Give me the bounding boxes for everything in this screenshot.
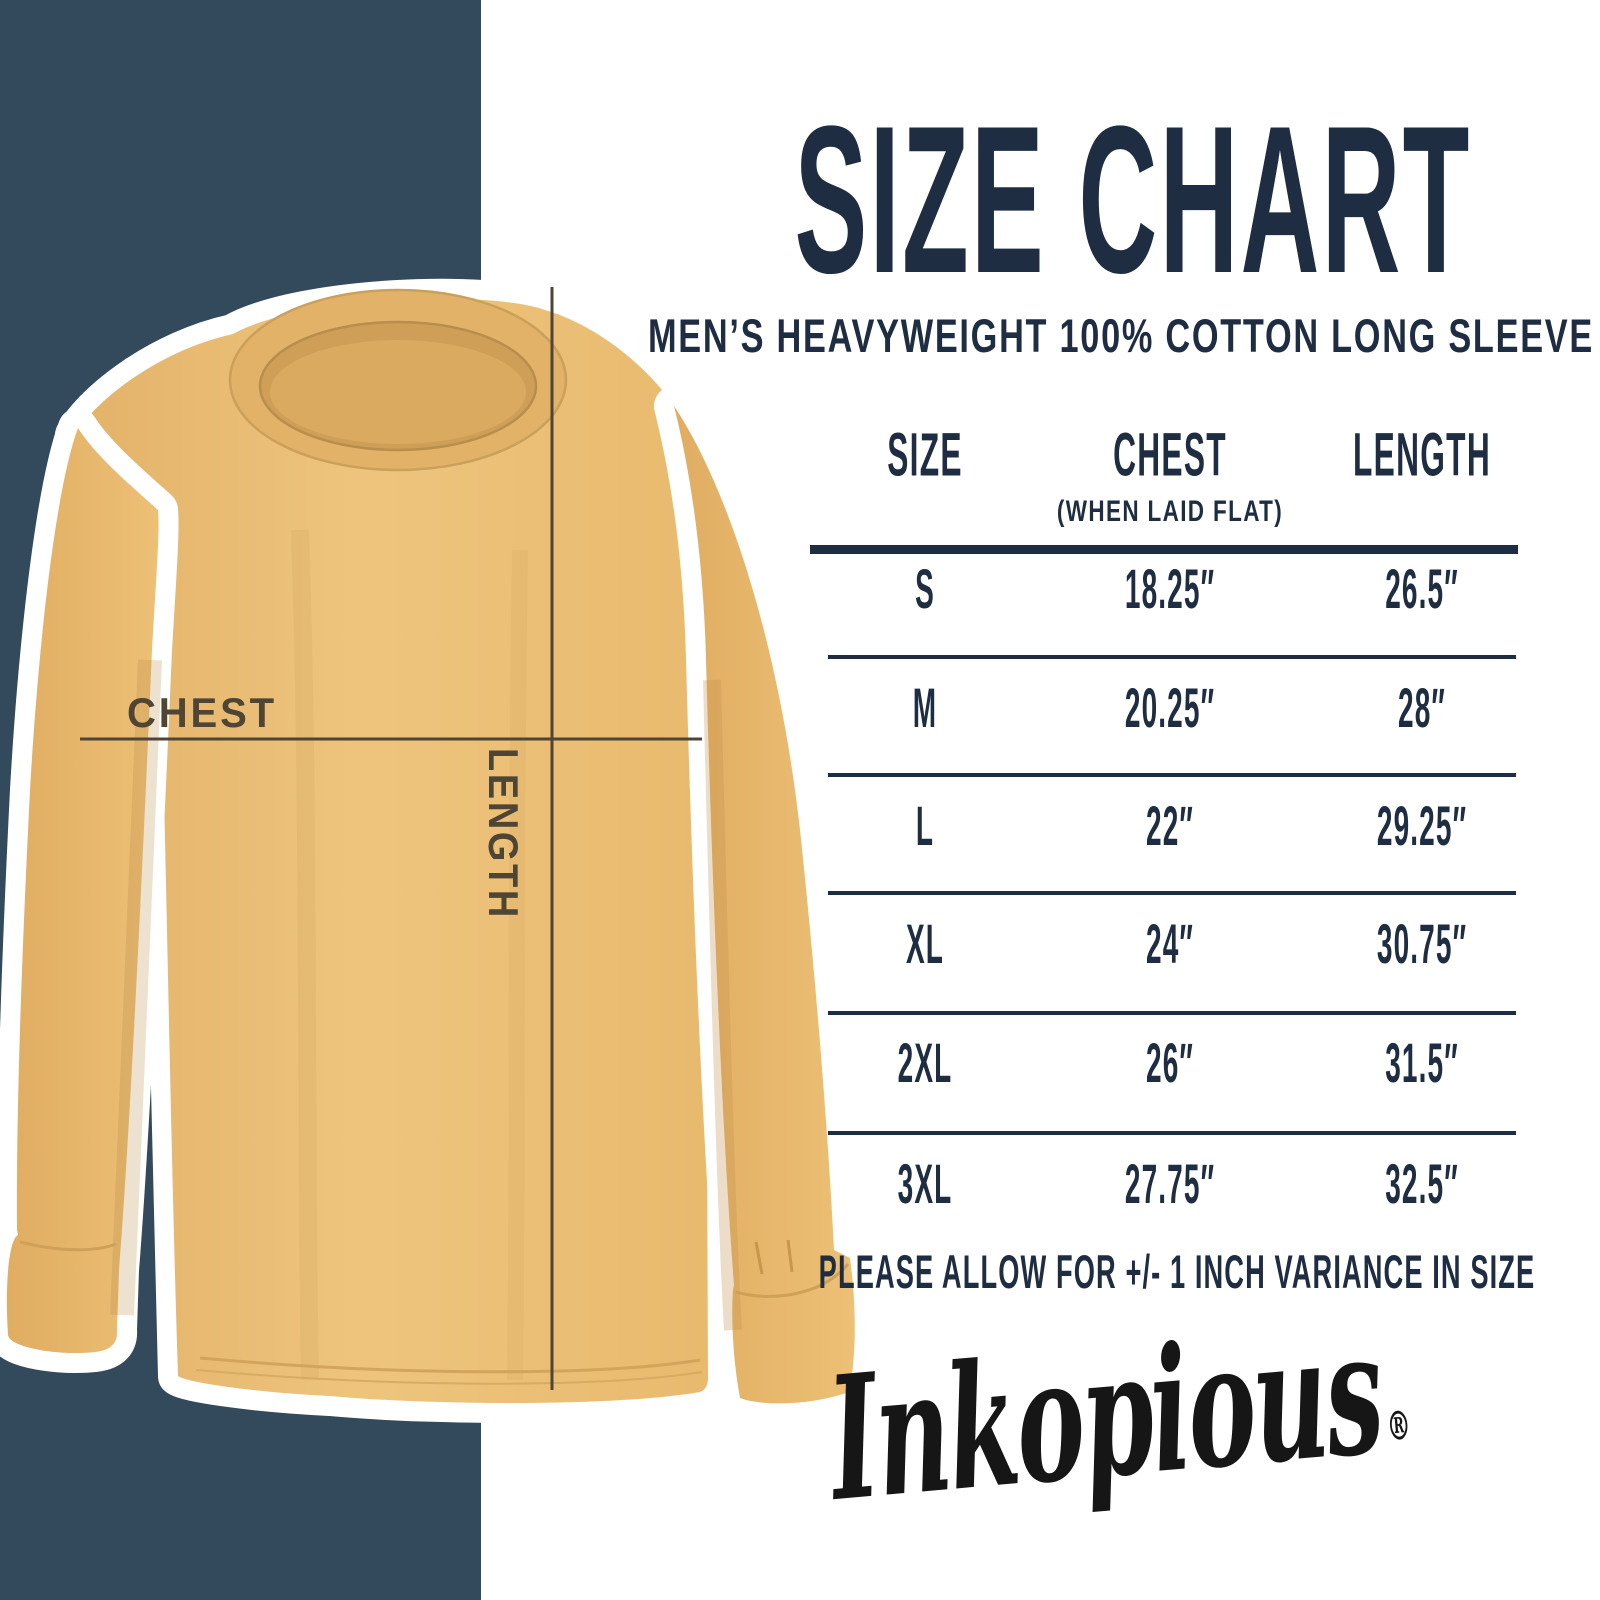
variance-note: PLEASE ALLOW FOR +/- 1 INCH VARIANCE IN … bbox=[559, 1248, 1600, 1295]
right-cuff-seam bbox=[735, 1263, 850, 1298]
row-divider bbox=[828, 655, 1516, 659]
brand-logo: Inkopious® bbox=[636, 1293, 1600, 1540]
col-header-length: LENGTH bbox=[1352, 420, 1492, 489]
left-cuff-seam bbox=[19, 1240, 117, 1252]
shirt-measurement-diagram: CHEST LENGTH bbox=[0, 278, 875, 1424]
col-header-chest: CHEST bbox=[1113, 420, 1227, 489]
row-divider bbox=[828, 773, 1516, 777]
registered-trademark-icon: ® bbox=[1384, 1401, 1413, 1451]
row-m-chest: 20.25″ bbox=[1124, 676, 1216, 739]
variance-note-text: PLEASE ALLOW FOR +/- 1 INCH VARIANCE IN … bbox=[818, 1245, 1536, 1298]
page-title: SIZE CHART bbox=[482, 95, 1600, 305]
row-2xl-chest: 26″ bbox=[1146, 1031, 1194, 1094]
row-2xl-length: 31.5″ bbox=[1385, 1031, 1459, 1094]
shirt-left-sleeve bbox=[0, 408, 179, 1374]
row-divider bbox=[828, 1131, 1516, 1135]
shirt-right-sleeve bbox=[654, 386, 875, 1424]
page-subtitle: MEN’S HEAVYWEIGHT 100% COTTON LONG SLEEV… bbox=[473, 312, 1600, 359]
chest-measure-label: CHEST bbox=[127, 689, 277, 736]
row-m-size: M bbox=[912, 676, 938, 739]
brand-logo-text: Inkopious® bbox=[821, 1292, 1413, 1540]
row-xl-chest: 24″ bbox=[1146, 912, 1194, 975]
row-2xl-size: 2XL bbox=[897, 1031, 953, 1094]
table-header-rule bbox=[810, 545, 1518, 554]
row-l-size: L bbox=[915, 794, 935, 857]
row-divider bbox=[828, 1011, 1516, 1015]
length-measure-label: LENGTH bbox=[480, 748, 527, 920]
page-subtitle-text: MEN’S HEAVYWEIGHT 100% COTTON LONG SLEEV… bbox=[647, 309, 1595, 362]
page-title-text: SIZE CHART bbox=[794, 82, 1472, 317]
row-3xl-chest: 27.75″ bbox=[1124, 1152, 1216, 1215]
row-s-length: 26.5″ bbox=[1385, 557, 1459, 620]
row-l-chest: 22″ bbox=[1146, 794, 1194, 857]
row-s-size: S bbox=[915, 557, 935, 620]
row-l-length: 29.25″ bbox=[1376, 794, 1468, 857]
row-s-chest: 18.25″ bbox=[1124, 557, 1216, 620]
row-xl-size: XL bbox=[905, 912, 945, 975]
row-xl-length: 30.75″ bbox=[1376, 912, 1468, 975]
hem-stitch bbox=[199, 1356, 701, 1374]
row-3xl-length: 32.5″ bbox=[1385, 1152, 1459, 1215]
col-header-size: SIZE bbox=[887, 420, 963, 489]
col-header-chest-sub: (WHEN LAID FLAT) bbox=[1056, 495, 1284, 528]
row-divider bbox=[828, 891, 1516, 895]
row-3xl-size: 3XL bbox=[897, 1152, 953, 1215]
row-m-length: 28″ bbox=[1398, 676, 1446, 739]
